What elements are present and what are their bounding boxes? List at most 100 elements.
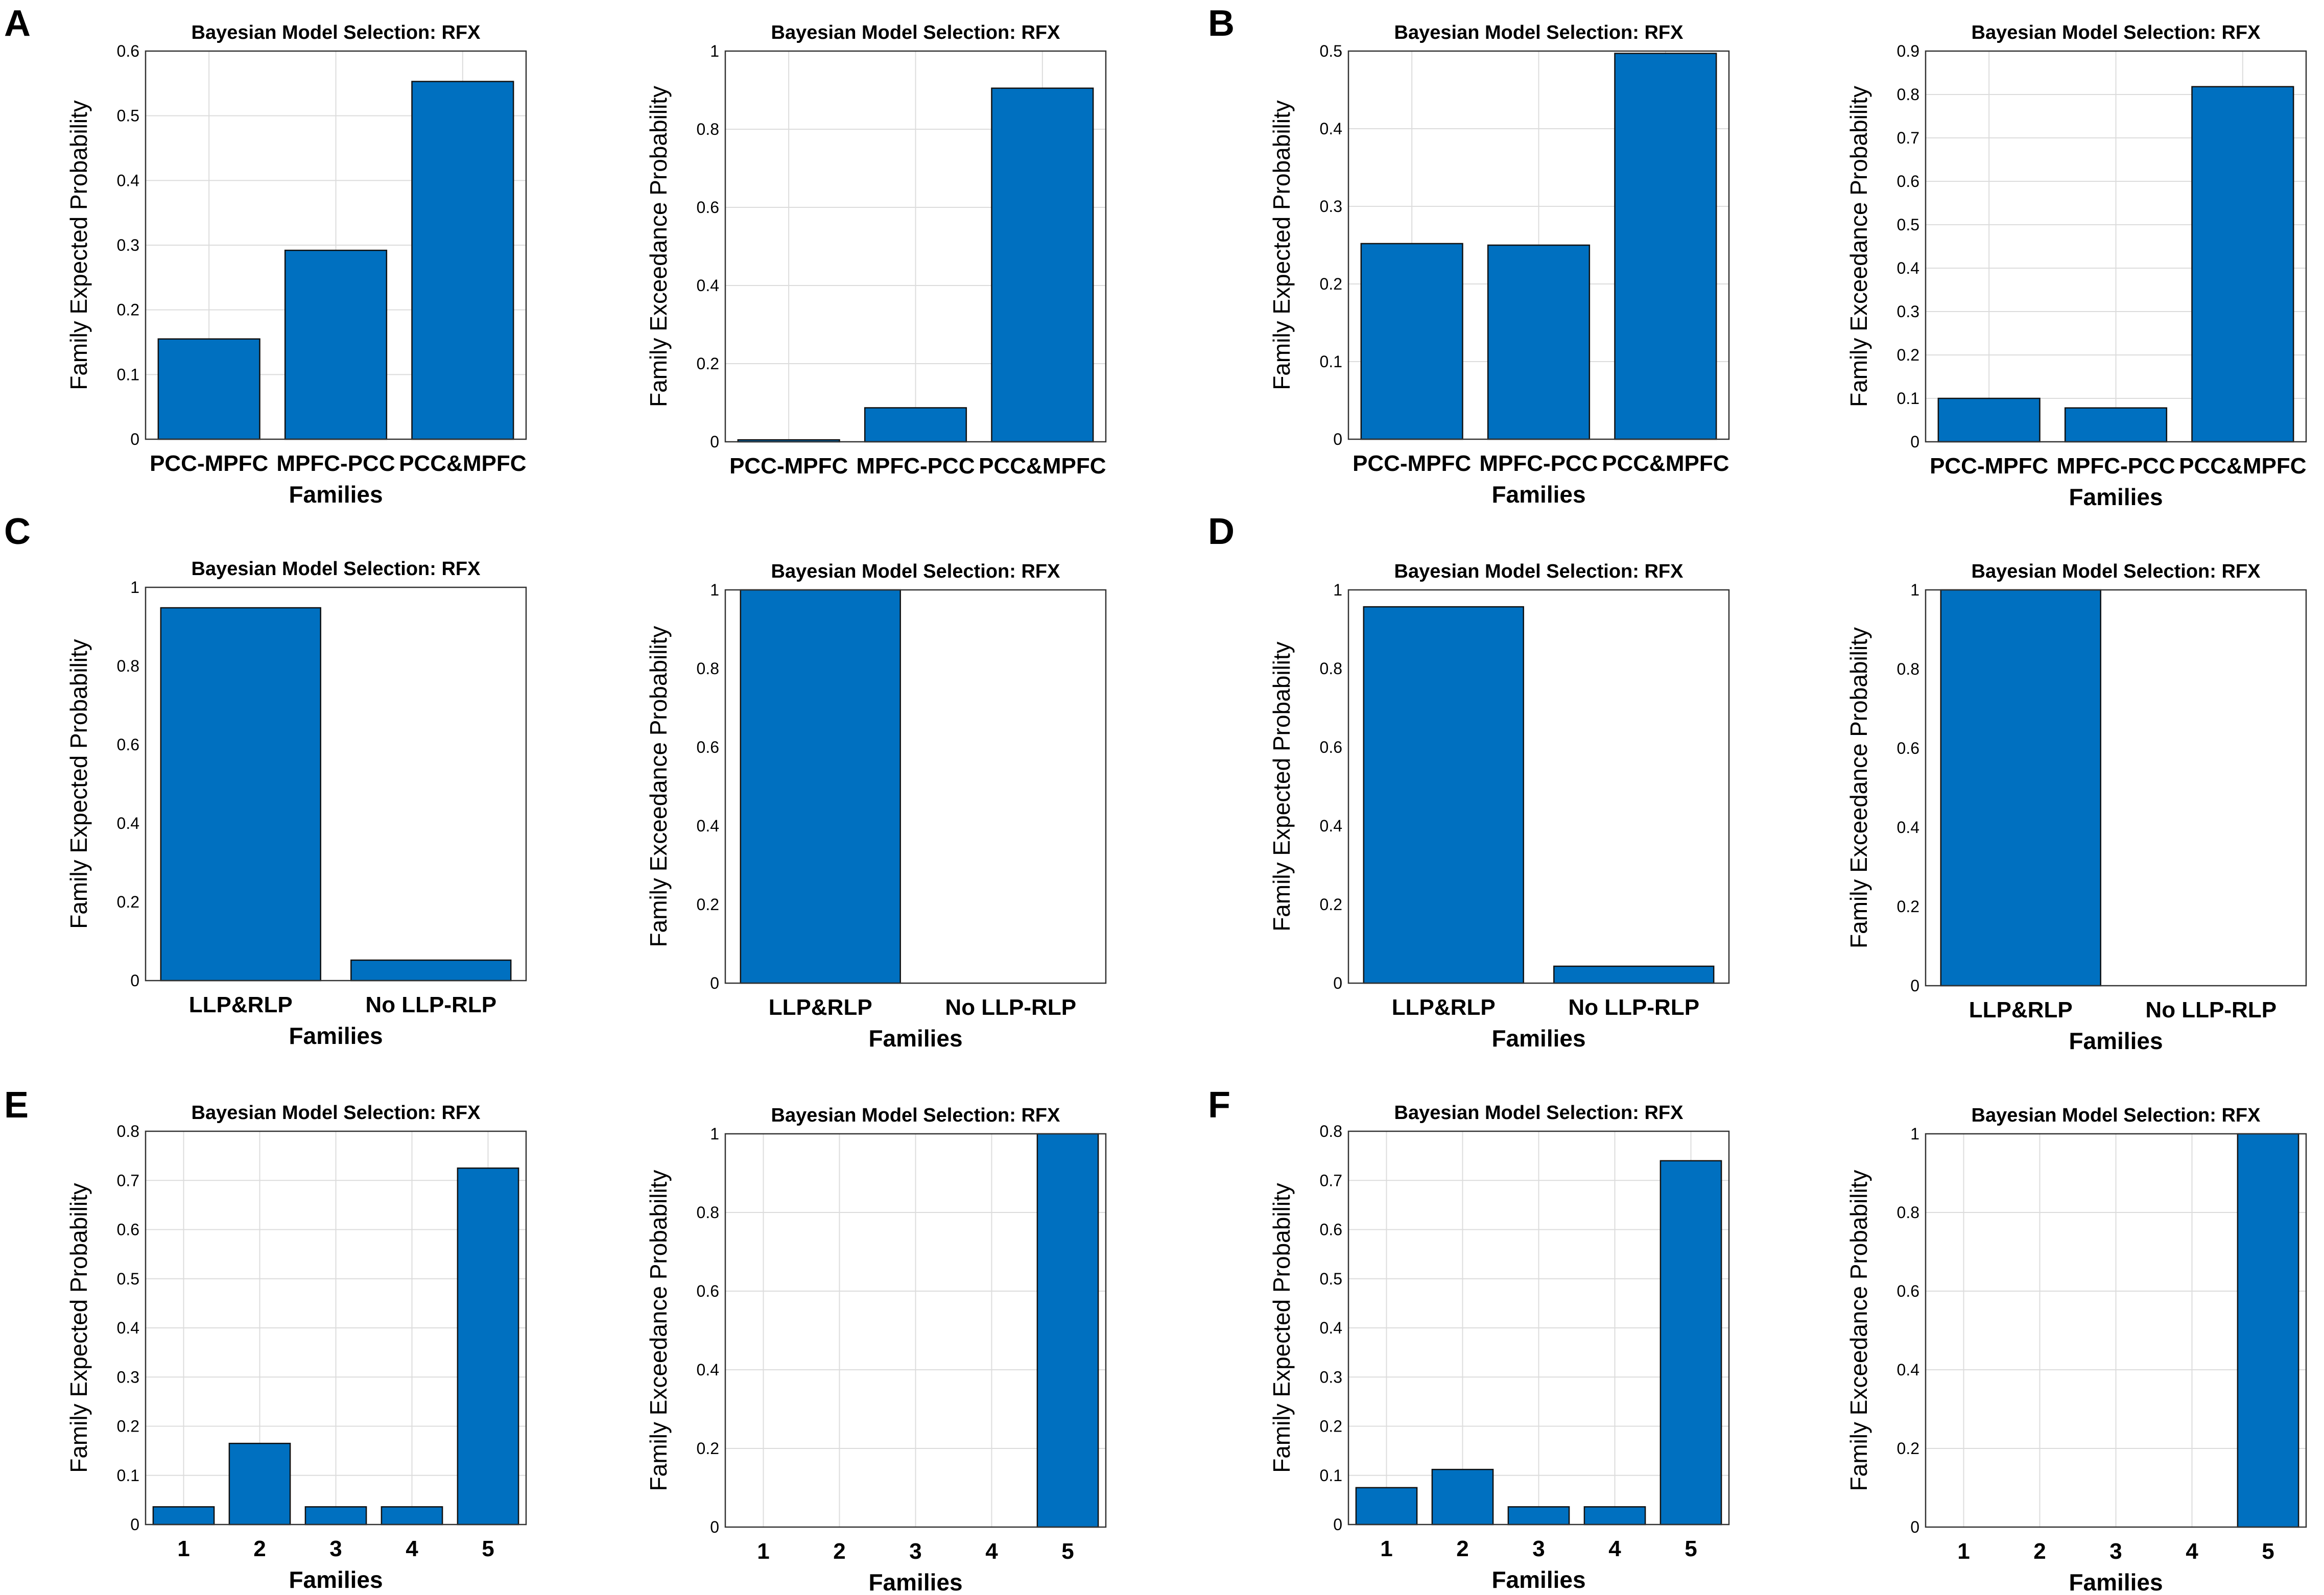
panel-letter-b: B [1208, 3, 1235, 44]
y-tick-label: 0.8 [1897, 1203, 1919, 1222]
x-tick-label: 4 [985, 1539, 998, 1564]
y-tick-label: 0.2 [117, 893, 139, 911]
y-tick-label: 0.2 [697, 354, 719, 373]
x-tick-label: PCC-MPFC [150, 451, 268, 476]
chart-title: Bayesian Model Selection: RFX [771, 561, 1061, 582]
y-axis-label: Family Exceedance Probability [1845, 1170, 1872, 1491]
x-tick-label: LLP&RLP [1969, 997, 2073, 1022]
plot-frame [724, 1133, 1107, 1528]
bar-PCC-MPFC [1360, 243, 1463, 440]
x-tick-label: 3 [2109, 1539, 2122, 1564]
y-tick-label: 0.4 [1320, 1319, 1342, 1337]
chart-title: Bayesian Model Selection: RFX [192, 558, 481, 580]
y-axis-label: Family Expected Probability [1268, 100, 1295, 390]
y-tick-label: 0.6 [1897, 739, 1919, 757]
bar-PCC&MPFC [411, 81, 514, 440]
x-axis-label: Families [289, 481, 383, 508]
y-tick-label: 0.7 [1320, 1171, 1342, 1189]
y-tick-label: 0.2 [697, 1439, 719, 1458]
y-tick-label: 0.2 [1320, 895, 1342, 914]
x-tick-label: 5 [1685, 1536, 1697, 1561]
chart-3: 0 0.1 0.2 0.3 0.4 0.5 PCC-MPFC MPFC-PCC PCC&MPFC… [1268, 22, 1730, 508]
panel-letter-a: A [4, 3, 31, 44]
bar-PCC&MPFC [991, 87, 1094, 443]
y-tick-label: 0.6 [1320, 738, 1342, 756]
y-tick-label: 1 [710, 581, 719, 599]
chart-title: Bayesian Model Selection: RFX [1394, 1102, 1684, 1124]
y-tick-label: 0.5 [117, 107, 139, 125]
chart-7: 0 0.2 0.4 0.6 0.8 1 LLP&RLP No LLP-RLP Bayesian … [1268, 561, 1730, 1052]
x-tick-label: No LLP-RLP [2145, 997, 2276, 1022]
chart-title: Bayesian Model Selection: RFX [1972, 1105, 2261, 1126]
y-tick-label: 0 [1333, 974, 1342, 992]
chart-5: 0 0.2 0.4 0.6 0.8 1 LLP&RLP No LLP-RLP Bayesian … [65, 558, 527, 1049]
chart-2: 0 0.2 0.4 0.6 0.8 1 PCC-MPFC MPFC-PCC PCC&MPFC Ba… [645, 22, 1107, 479]
y-axis-label: Family Exceedance Probability [1845, 86, 1872, 407]
bar-LLP&RLP [1940, 589, 2101, 987]
y-tick-label: 0.1 [117, 365, 139, 384]
x-tick-label: 1 [757, 1539, 769, 1564]
bar-PCC&MPFC [1614, 53, 1717, 440]
x-tick-label: LLP&RLP [1392, 995, 1496, 1020]
y-tick-label: 0.4 [1897, 1361, 1919, 1379]
x-tick-label: 1 [1380, 1536, 1392, 1561]
x-tick-label: 5 [482, 1536, 494, 1561]
chart-8: 0 0.2 0.4 0.6 0.8 1 LLP&RLP No LLP-RLP Bayesian … [1845, 561, 2307, 1054]
y-tick-label: 0 [1333, 1515, 1342, 1534]
y-tick-label: 0.2 [117, 1417, 139, 1436]
y-tick-label: 0.6 [1320, 1221, 1342, 1239]
y-tick-label: 1 [710, 1125, 719, 1143]
y-tick-label: 1 [1333, 581, 1342, 599]
chart-title: Bayesian Model Selection: RFX [1972, 561, 2261, 582]
x-tick-label: 1 [177, 1536, 189, 1561]
chart-11: 0 0.1 0.2 0.3 0.4 0.5 0.6 0.7 0.8 1 2 3 4 5 Bayesian M… [1268, 1102, 1730, 1593]
y-axis-label: Family Expected Probability [1268, 641, 1295, 932]
y-axis-label: Family Expected Probability [65, 639, 92, 929]
bar-LLP&RLP [1363, 606, 1524, 984]
plot-frame [724, 589, 1107, 984]
x-tick-label: 3 [329, 1536, 342, 1561]
y-tick-label: 0.5 [1320, 42, 1342, 60]
x-tick-label: LLP&RLP [189, 992, 293, 1017]
y-tick-label: 0 [1910, 433, 1919, 451]
y-tick-label: 0 [130, 430, 139, 448]
chart-title: Bayesian Model Selection: RFX [771, 1105, 1061, 1126]
chart-title: Bayesian Model Selection: RFX [1394, 561, 1684, 582]
y-tick-label: 0.6 [117, 735, 139, 754]
x-axis-label: Families [2069, 1028, 2163, 1054]
bar-No LLP-RLP [350, 959, 512, 982]
chart-12: 0 0.2 0.4 0.6 0.8 1 1 2 3 4 5 Bayesian Model Select… [1845, 1105, 2307, 1595]
y-tick-label: 0.6 [117, 42, 139, 60]
x-tick-label: 5 [1061, 1539, 1074, 1564]
y-tick-label: 0.2 [1897, 346, 1919, 364]
bar-1 [1355, 1487, 1418, 1526]
y-tick-label: 0.8 [697, 1203, 719, 1222]
chart-9: 0 0.1 0.2 0.3 0.4 0.5 0.6 0.7 0.8 1 2 3 4 5 Bayesian M… [65, 1102, 527, 1593]
y-tick-label: 0.4 [117, 171, 139, 189]
x-tick-label: PCC&MPFC [1602, 451, 1729, 476]
x-tick-label: 2 [833, 1539, 845, 1564]
y-tick-label: 0.8 [697, 659, 719, 678]
x-tick-label: 2 [1456, 1536, 1468, 1561]
chart-title: Bayesian Model Selection: RFX [771, 22, 1061, 43]
bar-3 [1507, 1506, 1570, 1526]
y-tick-label: 0.2 [117, 301, 139, 319]
y-tick-label: 0 [1910, 1518, 1919, 1536]
y-tick-label: 0.8 [117, 1122, 139, 1140]
y-tick-label: 0.6 [117, 1221, 139, 1239]
x-tick-label: No LLP-RLP [945, 995, 1076, 1020]
y-tick-label: 0.7 [1897, 129, 1919, 147]
chart-title: Bayesian Model Selection: RFX [1394, 22, 1684, 43]
y-tick-label: 0.5 [1320, 1270, 1342, 1288]
y-tick-label: 1 [1910, 581, 1919, 599]
x-tick-label: PCC-MPFC [729, 454, 848, 479]
y-tick-label: 0.1 [117, 1466, 139, 1485]
y-tick-label: 1 [710, 42, 719, 60]
y-tick-label: 0 [710, 433, 719, 451]
x-tick-label: 4 [406, 1536, 418, 1561]
bar-PCC-MPFC [1937, 397, 2041, 443]
bar-MPFC-PCC [284, 249, 388, 440]
y-tick-label: 0.1 [1320, 1466, 1342, 1485]
plot-frame [1925, 1133, 2307, 1528]
